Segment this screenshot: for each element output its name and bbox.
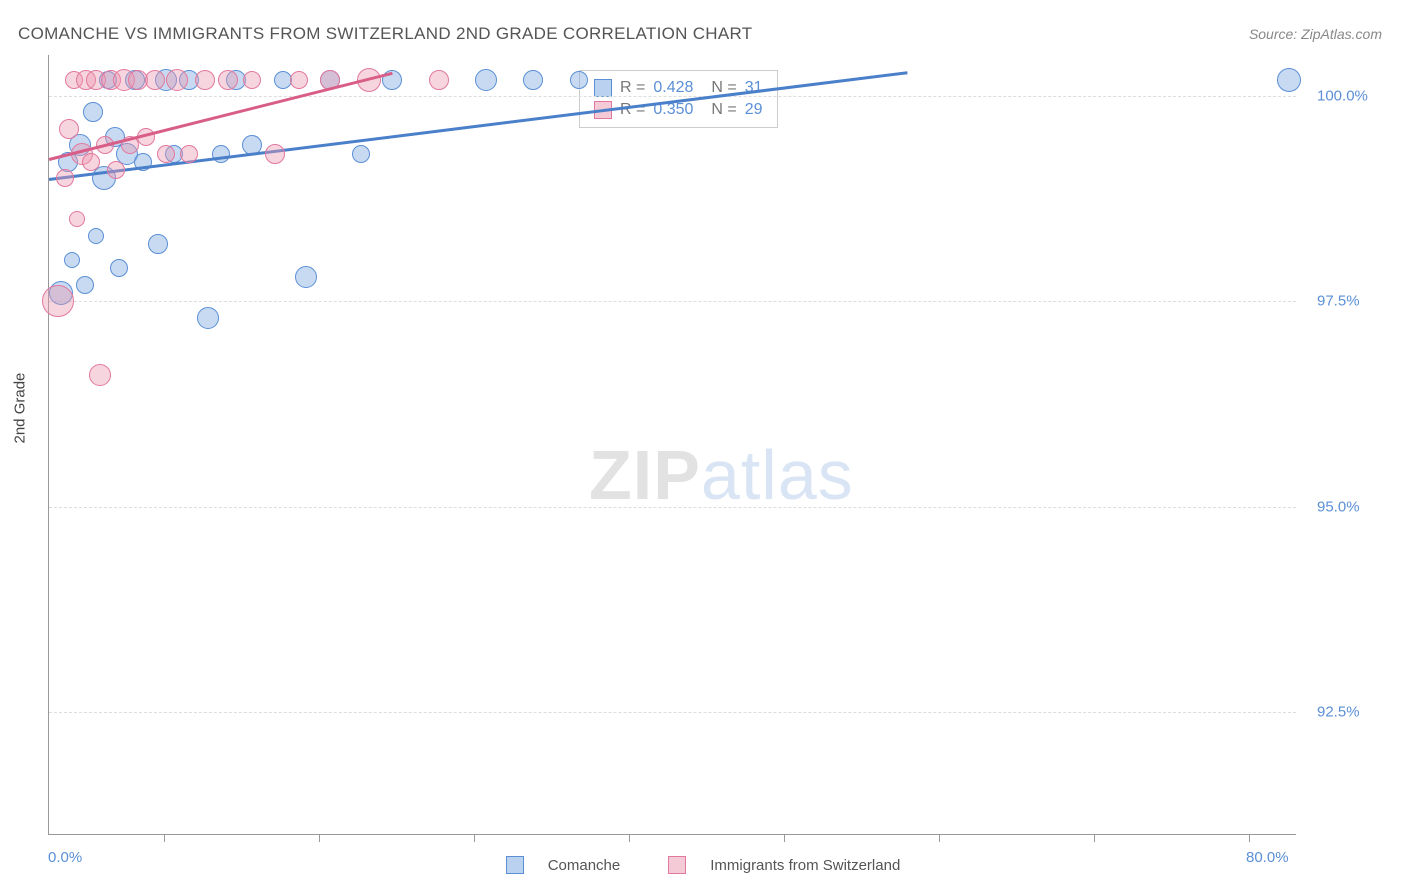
gridline (49, 301, 1296, 302)
data-point (218, 70, 238, 90)
legend-swatch (594, 79, 612, 97)
data-point (523, 70, 543, 90)
data-point (59, 119, 79, 139)
data-point (1277, 68, 1301, 92)
x-tick (319, 834, 320, 842)
x-axis-label: 0.0% (48, 849, 82, 866)
legend-swatch (668, 856, 686, 874)
data-point (157, 145, 175, 163)
watermark-zip: ZIP (589, 436, 701, 514)
data-point (166, 69, 188, 91)
x-tick (784, 834, 785, 842)
watermark: ZIPatlas (589, 435, 854, 515)
data-point (110, 259, 128, 277)
data-point (145, 70, 165, 90)
data-point (290, 71, 308, 89)
data-point (88, 228, 104, 244)
data-point (69, 211, 85, 227)
y-tick-label: 95.0% (1317, 498, 1360, 515)
legend-row: R =0.350N =29 (594, 99, 763, 121)
x-axis-label: 80.0% (1246, 849, 1289, 866)
data-point (148, 234, 168, 254)
data-point (195, 70, 215, 90)
series-name: Comanche (548, 857, 621, 874)
legend-n-value: 29 (745, 101, 763, 119)
legend-r-value: 0.428 (653, 79, 693, 97)
gridline (49, 507, 1296, 508)
data-point (64, 252, 80, 268)
data-point (56, 169, 74, 187)
gridline (49, 712, 1296, 713)
data-point (197, 307, 219, 329)
x-tick (1094, 834, 1095, 842)
data-point (243, 71, 261, 89)
legend-n-value: 31 (745, 79, 763, 97)
y-tick-label: 92.5% (1317, 703, 1360, 720)
y-tick-label: 97.5% (1317, 293, 1360, 310)
y-axis-label: 2nd Grade (12, 373, 29, 444)
x-tick (1249, 834, 1250, 842)
x-tick (629, 834, 630, 842)
legend-swatch (506, 856, 524, 874)
series-name: Immigrants from Switzerland (710, 857, 900, 874)
data-point (352, 145, 370, 163)
data-point (570, 71, 588, 89)
data-point (76, 276, 94, 294)
data-point (265, 144, 285, 164)
x-tick (474, 834, 475, 842)
x-tick (939, 834, 940, 842)
data-point (295, 266, 317, 288)
data-point (83, 102, 103, 122)
data-point (42, 285, 74, 317)
data-point (89, 364, 111, 386)
series-legend-item: Comanche (494, 856, 633, 874)
watermark-atlas: atlas (701, 436, 854, 514)
data-point (475, 69, 497, 91)
data-point (107, 161, 125, 179)
data-point (429, 70, 449, 90)
data-point (180, 145, 198, 163)
legend-r-label: R = (620, 79, 645, 97)
series-legend: Comanche Immigrants from Switzerland (0, 856, 1406, 878)
chart-title: COMANCHE VS IMMIGRANTS FROM SWITZERLAND … (18, 24, 752, 44)
data-point (82, 153, 100, 171)
legend-n-label: N = (711, 101, 736, 119)
x-tick (164, 834, 165, 842)
source-attribution: Source: ZipAtlas.com (1249, 26, 1382, 42)
chart-plot-area: ZIPatlas R =0.428N =31R =0.350N =29 100.… (48, 55, 1296, 835)
gridline (49, 96, 1296, 97)
series-legend-item: Immigrants from Switzerland (656, 856, 912, 874)
y-tick-label: 100.0% (1317, 88, 1368, 105)
